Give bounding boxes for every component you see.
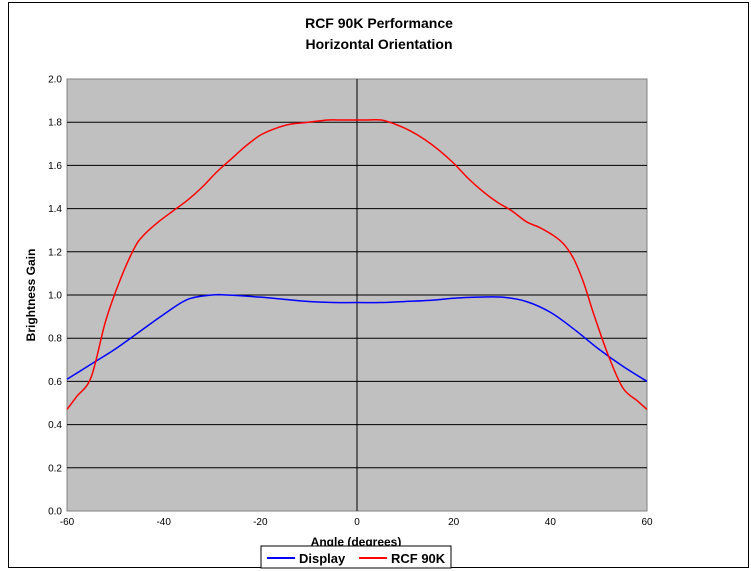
series-line-display: [66, 293, 648, 383]
y-tick-label: 1.4: [48, 204, 62, 215]
y-tick-label: 1.6: [48, 161, 62, 172]
x-tick-label: -60: [60, 517, 75, 528]
x-tick-label: -40: [156, 517, 171, 528]
y-tick-label: 1.0: [48, 291, 62, 302]
y-tick-labels: 0.0 0.2 0.4 0.6 0.8 1.0 1.2 1.4 1.6 1.8 2.0: [48, 75, 62, 518]
x-tick-label: 20: [448, 517, 460, 528]
x-tick-label: 40: [545, 517, 557, 528]
y-tick-label: 0.4: [48, 420, 62, 431]
y-axis-title: Brightness Gain: [24, 249, 38, 342]
legend-label-rcf-90k: RCF 90K: [391, 551, 446, 566]
y-tick-label: 0.6: [48, 377, 62, 388]
series-line-rcf-90k: [66, 118, 648, 411]
line-chart: RCF 90K Performance Horizontal Orientati…: [24, 15, 653, 569]
x-tick-label: 0: [354, 517, 360, 528]
legend-label-display: Display: [299, 551, 346, 566]
x-tick-label: -20: [253, 517, 268, 528]
x-tick-labels: -60 -40 -20 0 20 40 60: [60, 517, 653, 528]
y-tick-label: 1.2: [48, 247, 62, 258]
legend-box: [260, 545, 452, 569]
legend: Display RCF 90K: [260, 545, 452, 569]
chart-title-line-1: RCF 90K Performance: [305, 15, 453, 31]
y-tick-label: 2.0: [48, 75, 62, 86]
y-tick-label: 0.8: [48, 334, 62, 345]
y-tick-label: 0.0: [48, 507, 62, 518]
x-tick-label: 60: [641, 517, 653, 528]
y-tick-label: 1.8: [48, 118, 62, 129]
chart-title-line-2: Horizontal Orientation: [306, 36, 453, 52]
y-tick-label: 0.2: [48, 463, 62, 474]
chart-frame: RCF 90K Performance Horizontal Orientati…: [8, 2, 749, 569]
